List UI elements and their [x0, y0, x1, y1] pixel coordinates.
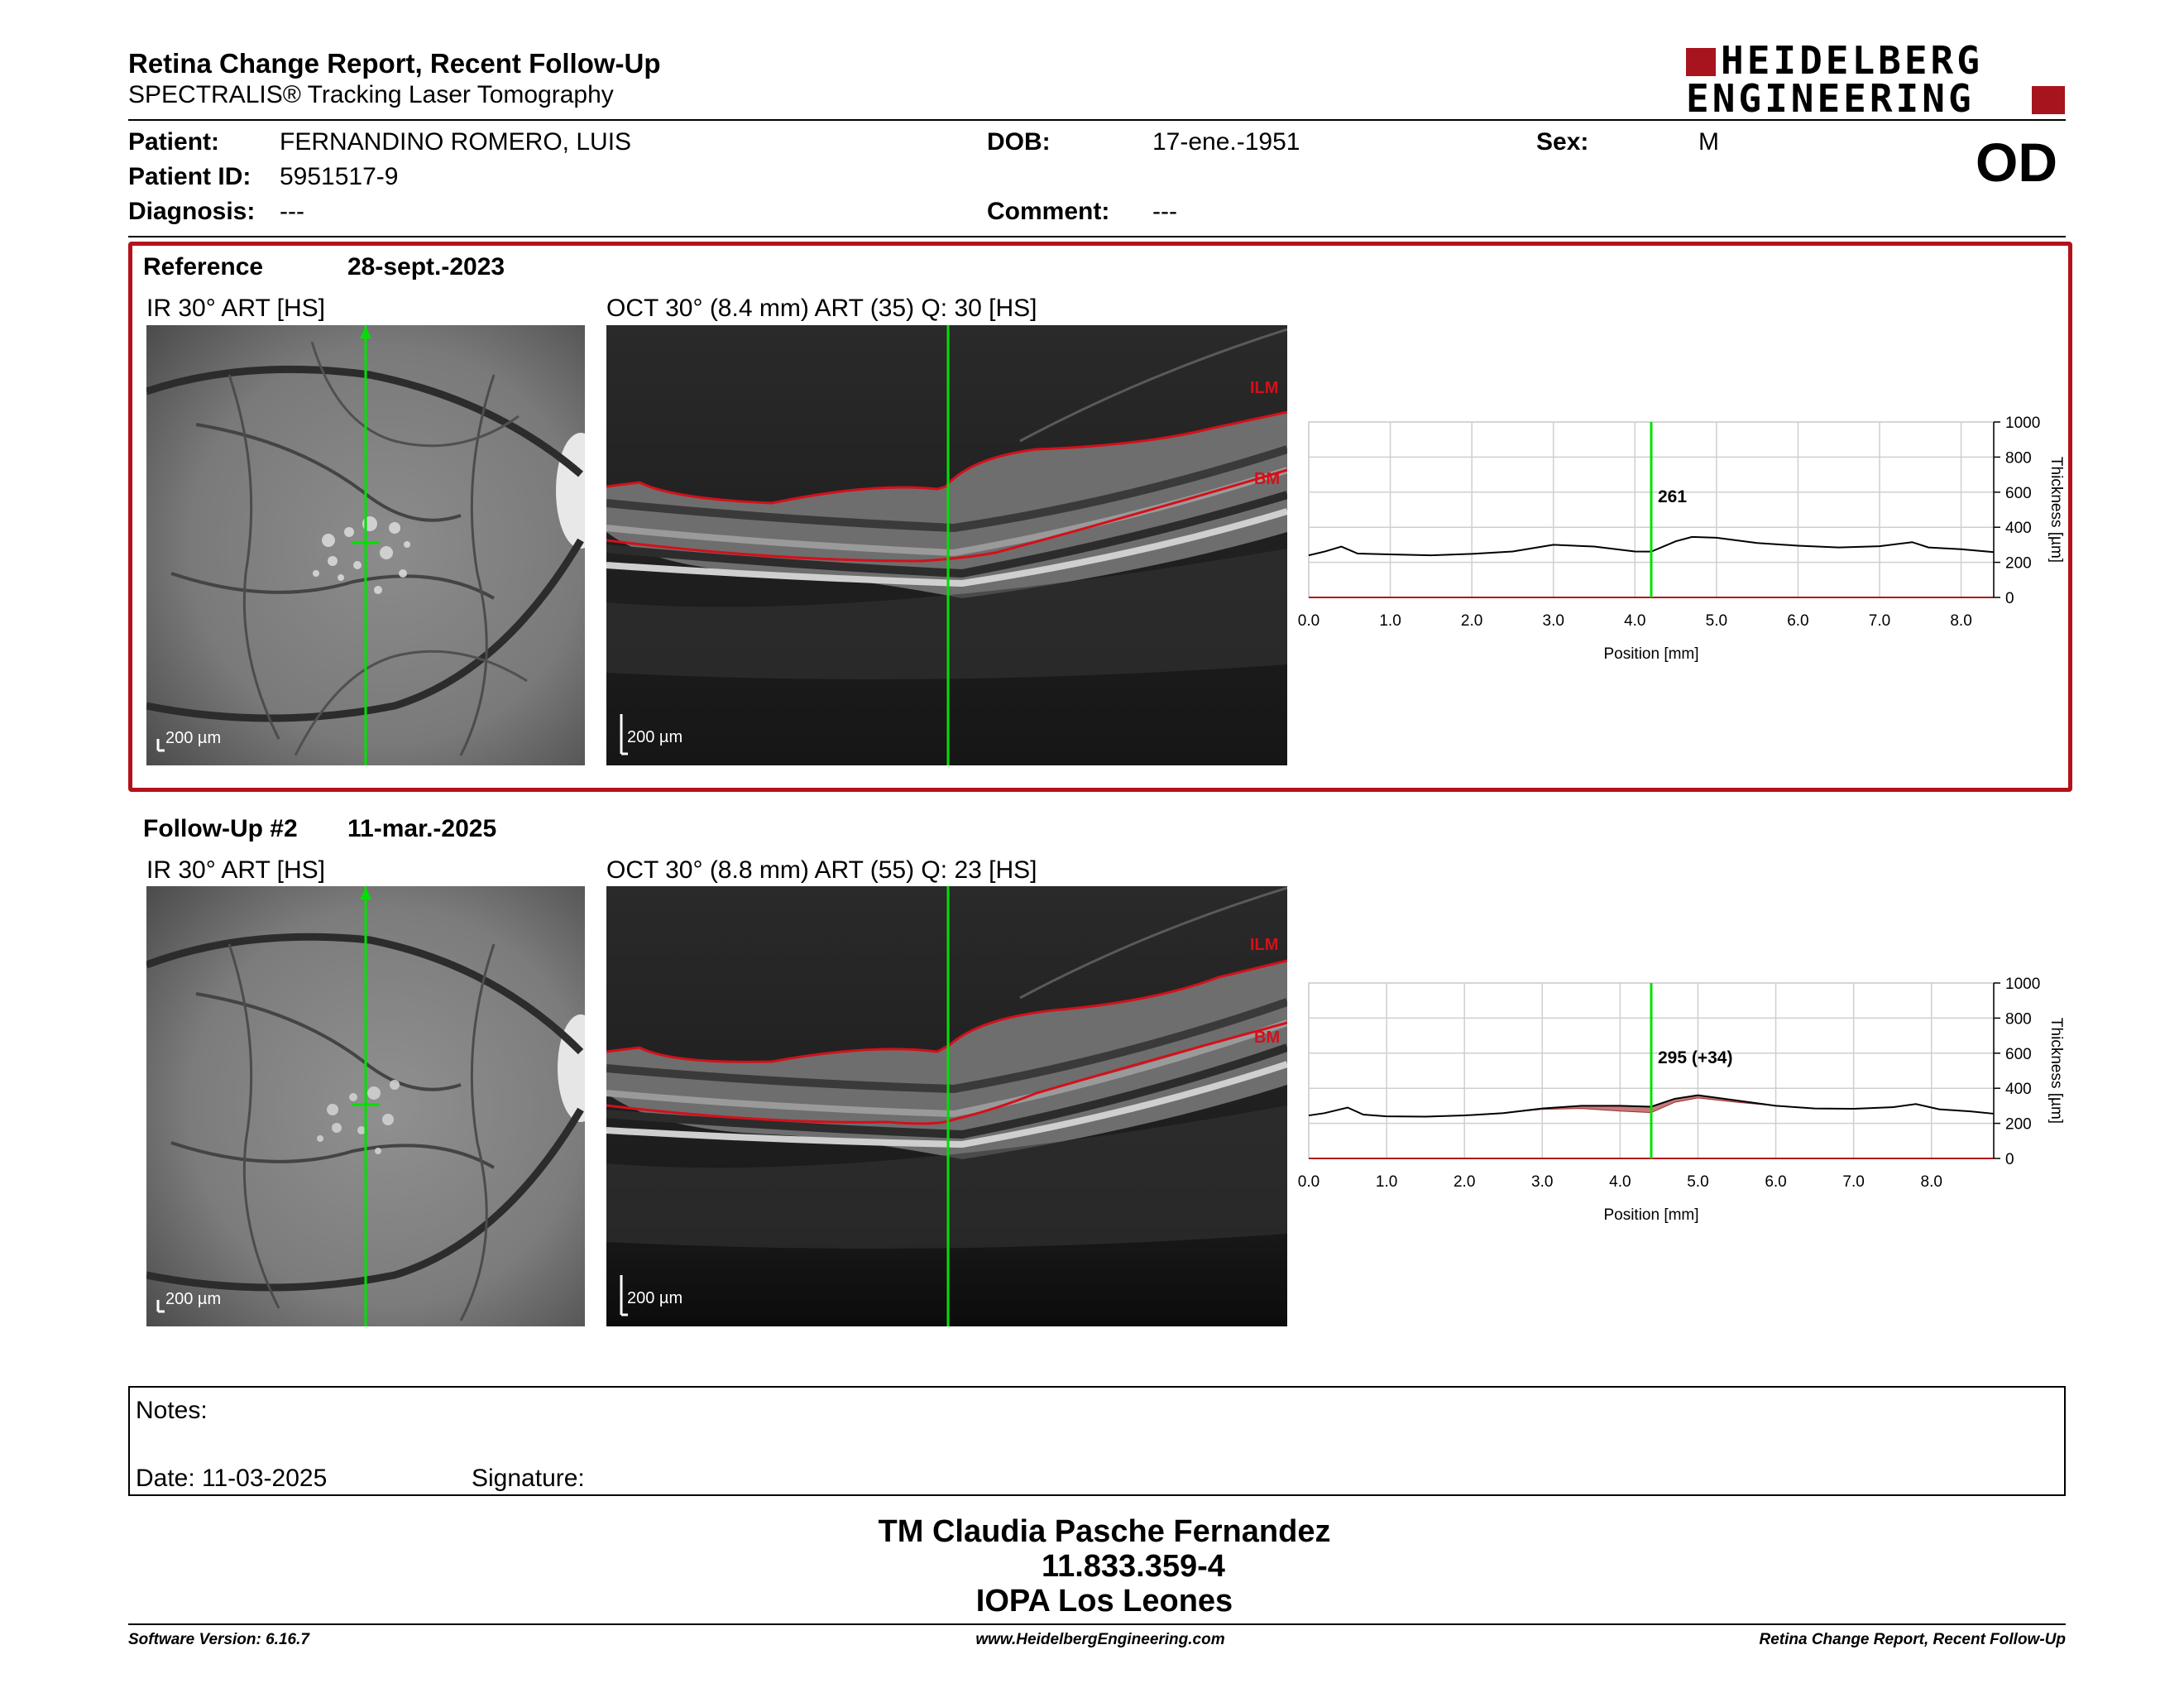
- logo-text-line1: HEIDELBERG: [1721, 38, 1983, 83]
- patient-name: FERNANDINO ROMERO, LUIS: [280, 128, 632, 156]
- signature-label: Signature:: [472, 1465, 585, 1492]
- diagnosis-label: Diagnosis:: [128, 198, 256, 225]
- reference-label: Reference: [143, 253, 264, 281]
- reference-date: 28-sept.-2023: [347, 253, 505, 281]
- x-tick-label: 3.0: [1531, 1173, 1553, 1191]
- logo-text-line2: ENGINEERING: [1686, 76, 1975, 121]
- x-tick-label: 0.0: [1298, 612, 1320, 630]
- x-tick-label: 2.0: [1461, 612, 1482, 630]
- followup-ir-scale: 200 µm: [165, 1290, 222, 1308]
- y-tick-label: 1000: [2005, 976, 2040, 993]
- x-tick-label: 3.0: [1543, 612, 1564, 630]
- x-tick-label: 7.0: [1842, 1173, 1864, 1191]
- patient-label: Patient:: [128, 128, 220, 156]
- x-tick-label: 1.0: [1376, 1173, 1397, 1191]
- y-tick-label: 0: [2005, 590, 2014, 607]
- followup-ir-image[interactable]: 200 µm: [146, 886, 585, 1326]
- x-tick-label: 8.0: [1921, 1173, 1942, 1191]
- x-axis-label: Position [mm]: [1603, 1206, 1698, 1224]
- sex-label: Sex:: [1536, 128, 1589, 156]
- x-tick-label: 4.0: [1609, 1173, 1631, 1191]
- sex-value: M: [1698, 128, 1719, 156]
- x-tick-label: 8.0: [1950, 612, 1971, 630]
- y-tick-label: 1000: [2005, 415, 2040, 432]
- x-tick-label: 1.0: [1379, 612, 1401, 630]
- y-tick-label: 200: [2005, 1116, 2032, 1134]
- x-tick-label: 6.0: [1765, 1173, 1786, 1191]
- heidelberg-logo: HEIDELBERG ENGINEERING: [1686, 38, 2067, 121]
- reference-ilm-label: ILM: [1250, 379, 1279, 397]
- x-axis-label: Position [mm]: [1603, 645, 1698, 663]
- stamp-id: 11.833.359-4: [1042, 1549, 1225, 1584]
- diagnosis-value: ---: [280, 198, 304, 225]
- followup-ir-title: IR 30° ART [HS]: [146, 856, 325, 884]
- y-tick-label: 800: [2005, 1010, 2032, 1028]
- stamp-name: TM Claudia Pasche Fernandez: [878, 1514, 1331, 1549]
- notes-date: Date: 11-03-2025: [136, 1465, 328, 1492]
- report-title: Retina Change Report, Recent Follow-Up: [128, 48, 661, 79]
- followup-label: Follow-Up #2: [143, 815, 298, 842]
- dob-value: 17-ene.-1951: [1152, 128, 1300, 156]
- software-version: Software Version: 6.16.7: [128, 1631, 309, 1648]
- footer-report-name: Retina Change Report, Recent Follow-Up: [1759, 1631, 2066, 1648]
- notes-box[interactable]: [128, 1386, 2066, 1496]
- y-tick-label: 600: [2005, 1046, 2032, 1063]
- reference-ir-title: IR 30° ART [HS]: [146, 295, 325, 322]
- eye-label: OD: [1976, 132, 2057, 193]
- report-subtitle: SPECTRALIS® Tracking Laser Tomography: [128, 81, 614, 108]
- followup-date: 11-mar.-2025: [347, 815, 497, 842]
- x-tick-label: 5.0: [1706, 612, 1727, 630]
- dob-label: DOB:: [987, 128, 1051, 156]
- followup-oct-scale: 200 µm: [627, 1289, 683, 1307]
- reference-oct-image[interactable]: ILM BM 200 µm: [606, 325, 1287, 765]
- followup-oct-title: OCT 30° (8.8 mm) ART (55) Q: 23 [HS]: [606, 856, 1037, 884]
- y-axis-label: Thickness [µm]: [2048, 1018, 2065, 1124]
- x-tick-label: 0.0: [1298, 1173, 1320, 1191]
- reference-ir-image[interactable]: 200 µm: [146, 325, 585, 765]
- followup-ilm-label: ILM: [1250, 936, 1279, 954]
- cursor-value-label: 295 (+34): [1658, 1048, 1732, 1067]
- reference-ir-scale: 200 µm: [165, 729, 222, 747]
- x-tick-label: 2.0: [1454, 1173, 1475, 1191]
- x-tick-label: 5.0: [1687, 1173, 1708, 1191]
- cursor-value-label: 261: [1658, 487, 1687, 506]
- reference-thickness-chart: 0 200 400 600 800 1000 0.0 1.0 2.0 3.0 4.0 5.0 6.0 7.…: [1291, 410, 2085, 674]
- reference-oct-scale: 200 µm: [627, 728, 683, 746]
- y-tick-label: 200: [2005, 555, 2032, 573]
- y-tick-label: 400: [2005, 1081, 2032, 1098]
- reference-bm-label: BM: [1254, 470, 1281, 488]
- y-axis-label: Thickness [µm]: [2048, 457, 2065, 563]
- patient-id: 5951517-9: [280, 163, 399, 190]
- x-tick-label: 7.0: [1869, 612, 1890, 630]
- y-tick-label: 600: [2005, 485, 2032, 502]
- comment-label: Comment:: [987, 198, 1110, 225]
- followup-bm-label: BM: [1254, 1029, 1281, 1047]
- reference-oct-title: OCT 30° (8.4 mm) ART (35) Q: 30 [HS]: [606, 295, 1037, 322]
- reference-frame: [128, 242, 2072, 792]
- followup-oct-image[interactable]: ILM BM 200 µm: [606, 886, 1287, 1326]
- y-tick-label: 800: [2005, 449, 2032, 467]
- followup-thickness-chart: 0 200 400 600 800 1000 0.0 1.0 2.0 3.0 4.0 5.0 6.0 7.…: [1291, 971, 2085, 1235]
- x-tick-label: 4.0: [1624, 612, 1645, 630]
- stamp-institution: IOPA Los Leones: [975, 1584, 1233, 1618]
- y-tick-label: 0: [2005, 1151, 2014, 1168]
- x-tick-label: 6.0: [1787, 612, 1808, 630]
- comment-value: ---: [1152, 198, 1177, 225]
- website-link[interactable]: www.HeidelbergEngineering.com: [975, 1631, 1225, 1648]
- patient-id-label: Patient ID:: [128, 163, 251, 190]
- y-tick-label: 400: [2005, 520, 2032, 537]
- notes-label: Notes:: [136, 1397, 208, 1424]
